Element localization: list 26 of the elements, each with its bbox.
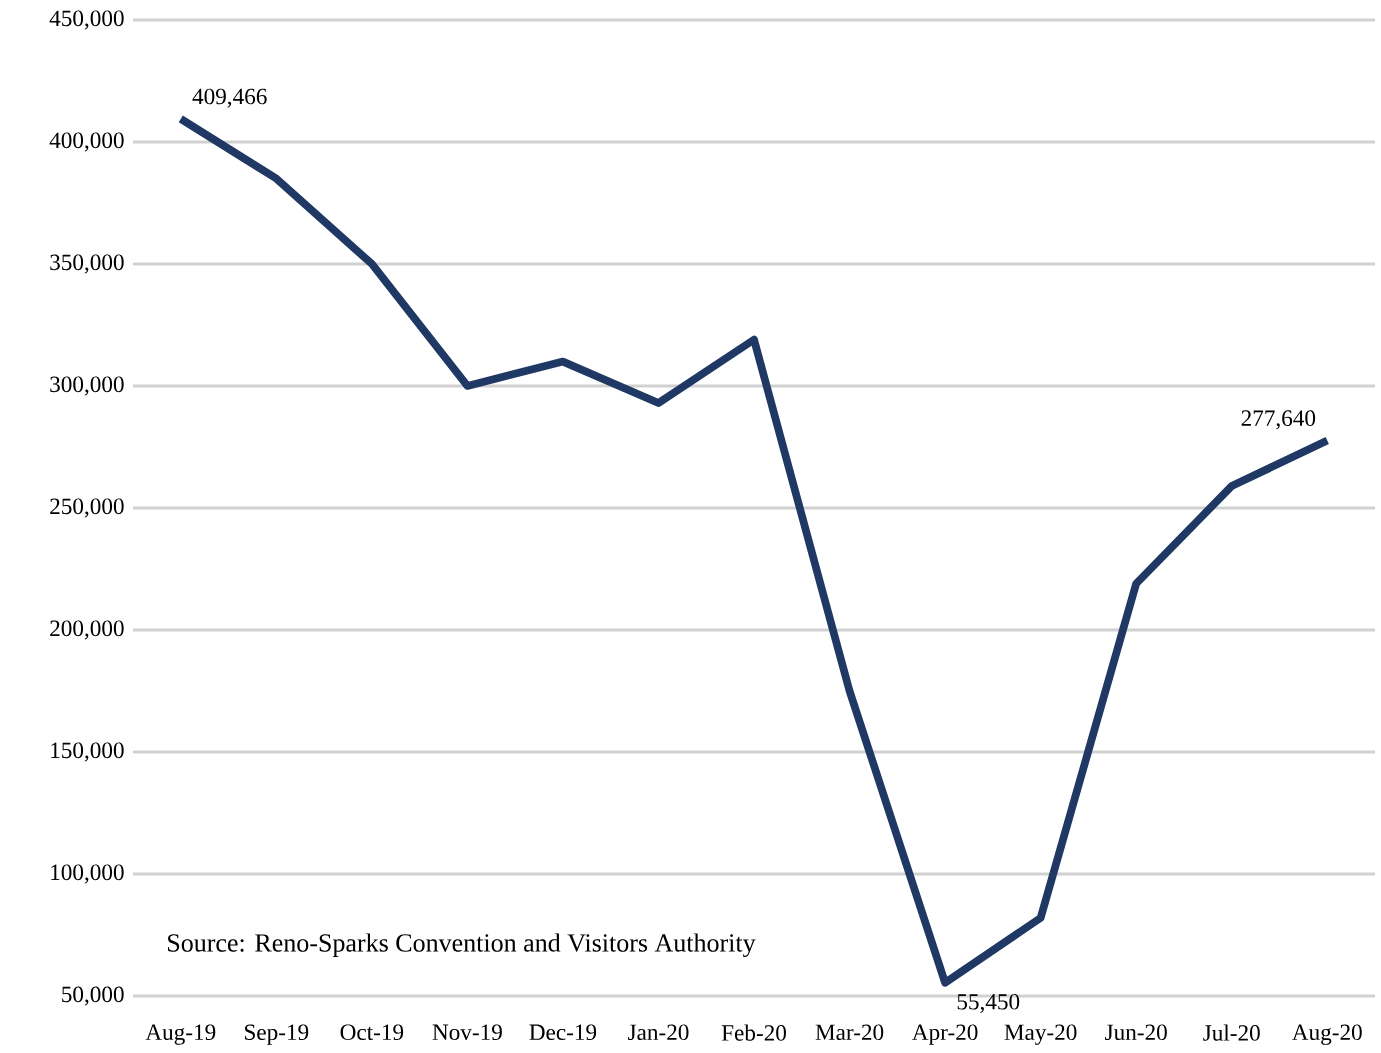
x-tick-label: Oct-19 — [340, 1024, 404, 1041]
x-tick-label: Apr-20 — [912, 1024, 978, 1046]
data-label: 277,640 — [1241, 410, 1316, 430]
y-tick-label: 300,000 — [50, 376, 124, 396]
y-tick-label: 50,000 — [62, 986, 124, 1006]
y-tick-label: 400,000 — [49, 132, 124, 152]
x-tick-label: Mar-20 — [815, 1024, 884, 1041]
data-label: 409,466 — [192, 88, 267, 108]
x-tick-label: Sep-19 — [245, 1024, 309, 1045]
annotation: Source: Reno-Sparks Convention and Visitors Authority — [168, 933, 756, 958]
x-tick-label: Jan-20 — [628, 1024, 689, 1041]
y-tick-label: 150,000 — [51, 742, 124, 762]
x-tick-label: Dec-19 — [529, 1024, 597, 1041]
x-tick-label: Jul-20 — [1203, 1024, 1260, 1041]
data-label: 55,450 — [957, 994, 1020, 1014]
y-tick-label: 350,000 — [50, 254, 124, 274]
x-tick-label: May-20 — [1004, 1024, 1077, 1046]
x-tick-label: Jun-20 — [1105, 1024, 1167, 1041]
y-tick-label: 100,000 — [51, 864, 124, 884]
x-tick-label: Feb-20 — [721, 1024, 786, 1041]
y-tick-label: 250,000 — [50, 498, 124, 518]
y-tick-label: 200,000 — [50, 620, 124, 640]
x-tick-label: Nov-19 — [432, 1024, 502, 1041]
x-tick-label: Aug-20 — [1292, 1024, 1362, 1046]
x-tick-label: Aug-19 — [145, 1024, 216, 1046]
y-tick-label: 450,000 — [49, 10, 124, 30]
